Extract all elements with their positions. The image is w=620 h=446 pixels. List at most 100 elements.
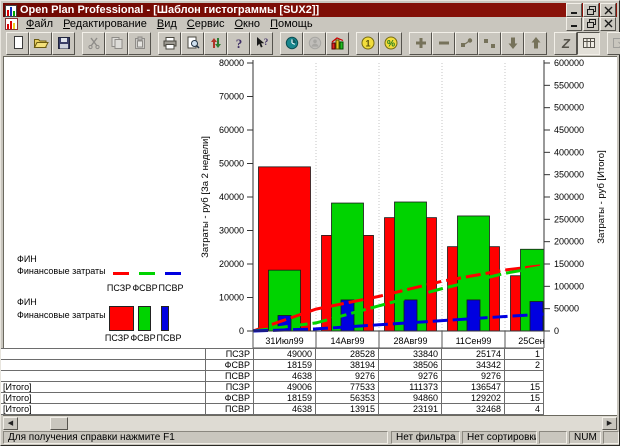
new-document-button[interactable]	[6, 31, 29, 55]
resource-analysis-button[interactable]	[303, 31, 326, 55]
right-axis-tick: 300000	[554, 192, 584, 202]
remove-button[interactable]	[432, 31, 455, 55]
add-button[interactable]	[409, 31, 432, 55]
scrollbar-thumb[interactable]	[50, 417, 68, 430]
menu-сервис[interactable]: Сервис	[186, 17, 225, 30]
close-button[interactable]	[600, 3, 616, 17]
cost-histogram-chart: 0 10000 20000 30000 40000 50000 60000 70000 8000…	[200, 58, 607, 349]
help-icon: ?	[235, 36, 242, 50]
legend-bar-labels: ПСЗР ФСВР ПСВР	[104, 333, 182, 343]
value-cell: 28528	[316, 349, 379, 359]
table-view-button[interactable]	[577, 31, 600, 55]
link-icon	[460, 38, 472, 47]
save-button[interactable]	[52, 31, 75, 55]
left-axis-tick: 70000	[219, 92, 244, 102]
remove-icon	[438, 41, 449, 45]
data-table: ПСЗР 49000 28528 33840 25174 1 ФСВР 18159 38194 3…	[1, 348, 544, 415]
value-cell: 33840	[379, 349, 442, 359]
print-preview-button[interactable]	[181, 31, 204, 55]
value-cell: 34342	[442, 360, 505, 370]
close-button[interactable]	[600, 16, 616, 31]
date-label: 25Сен99	[518, 336, 555, 346]
cost-button[interactable]: 1	[356, 31, 379, 55]
zoom-icon: Z	[561, 36, 571, 50]
row-group-cell	[1, 360, 206, 370]
scroll-right-button[interactable]: ▶	[602, 417, 617, 430]
value-cell: 136547	[442, 382, 505, 392]
restore-button[interactable]	[583, 3, 599, 17]
left-axis-tick: 80000	[219, 58, 244, 68]
paste-button[interactable]	[128, 31, 151, 55]
horizontal-scrollbar[interactable]: ◀ ▶	[3, 415, 617, 431]
shrink-window-button[interactable]	[607, 31, 620, 55]
status-empty-panel-2	[603, 431, 619, 444]
bar-псвр-3	[466, 299, 481, 332]
right-axis-tick: 450000	[554, 125, 584, 135]
scroll-left-button[interactable]: ◀	[3, 417, 18, 430]
histogram-button[interactable]	[326, 31, 349, 55]
left-axis-tick: 20000	[219, 259, 244, 269]
time-analysis-button[interactable]	[280, 31, 303, 55]
status-empty-panel	[539, 431, 567, 444]
table-row: ПСВР 4638 9276 9276 9276	[1, 371, 544, 382]
move-down-icon	[508, 37, 517, 49]
right-axis-tick: 150000	[554, 259, 584, 269]
axes: 0 10000 20000 30000 40000 50000 60000 70000 8000…	[219, 58, 584, 336]
restore-button[interactable]	[583, 16, 599, 31]
open-file-button[interactable]	[29, 31, 52, 55]
row-name-cell: ПСВР	[206, 371, 254, 381]
value-cell: 18159	[254, 360, 316, 370]
table-row: [Итого] ПСЗР 49006 77533 111373 136547 15	[1, 382, 544, 393]
print-button[interactable]	[158, 31, 181, 55]
value-cell	[505, 371, 544, 381]
legend-bar-sample-red	[109, 306, 134, 331]
new-document-icon	[13, 36, 23, 49]
percent-button[interactable]: %	[379, 31, 402, 55]
row-group-cell: [Итого]	[1, 393, 206, 403]
print-preview-icon	[187, 36, 200, 49]
legend-label-псвр: ПСВР	[156, 333, 182, 343]
value-cell: 4638	[254, 404, 316, 414]
value-cell: 15	[505, 393, 544, 403]
move-down-button[interactable]	[501, 31, 524, 55]
unlink-button[interactable]	[478, 31, 501, 55]
shrink-window-icon	[612, 38, 620, 48]
status-help-text: Для получения справки нажмите F1	[3, 431, 388, 444]
right-axis-tick: 200000	[554, 237, 584, 247]
help-button[interactable]: ?	[227, 31, 250, 55]
resource-analysis-icon	[308, 36, 321, 50]
minimize-button[interactable]	[566, 3, 582, 17]
time-analysis-icon	[285, 36, 298, 50]
table-row: [Итого] ПСВР 4638 13915 23191 32468 4	[1, 404, 544, 415]
save-icon	[57, 37, 70, 49]
context-help-icon: ?	[256, 37, 268, 48]
update-button[interactable]	[204, 31, 227, 55]
value-cell: 49000	[254, 349, 316, 359]
menu-окно[interactable]: Окно	[234, 17, 261, 30]
link-button[interactable]	[455, 31, 478, 55]
context-help-button[interactable]: ?	[250, 31, 273, 55]
date-label: 11Сен99	[456, 336, 492, 346]
copy-button[interactable]	[105, 31, 128, 55]
legend-line-sample-green	[139, 272, 155, 275]
line-псзр	[253, 263, 544, 333]
toolbar: ?? 1% Z	[3, 30, 620, 56]
status-sort: Нет сортировки	[462, 431, 537, 444]
menu-помощь[interactable]: Помощь	[270, 17, 313, 30]
legend-label-фсвр: ФСВР	[132, 283, 158, 293]
cut-button[interactable]	[82, 31, 105, 55]
cost-icon: 1	[361, 36, 374, 50]
minimize-button[interactable]	[566, 16, 582, 31]
zoom-button[interactable]: Z	[554, 31, 577, 55]
menu-редактирование[interactable]: Редактирование	[63, 17, 147, 30]
document-icon[interactable]	[5, 17, 18, 30]
date-row: 31Июл99 14Авг99 28Авг99 11Сен99 25Сен99	[252, 331, 555, 349]
value-cell: 77533	[316, 382, 379, 392]
legend-label-псвр: ПСВР	[158, 283, 184, 293]
move-up-button[interactable]	[524, 31, 547, 55]
value-cell: 32468	[442, 404, 505, 414]
value-cell: 25174	[442, 349, 505, 359]
menu-файл[interactable]: Файл	[26, 17, 54, 30]
menu-вид[interactable]: Вид	[156, 17, 177, 30]
bar-псвр-2	[403, 299, 418, 332]
